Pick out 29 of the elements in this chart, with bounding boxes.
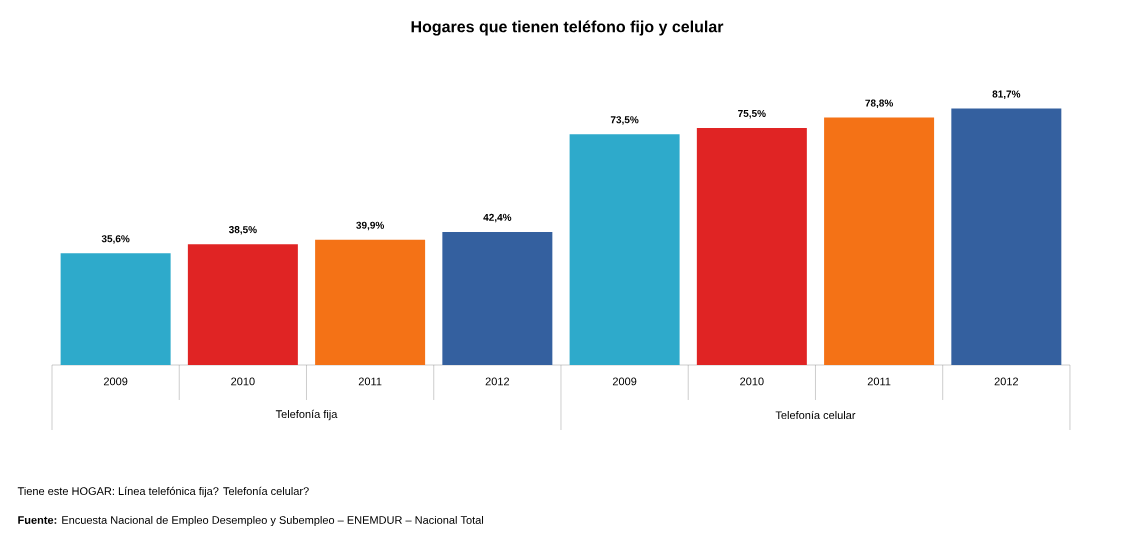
bar (569, 134, 680, 365)
data-label: 42,4% (483, 213, 512, 223)
bar (442, 231, 553, 365)
text: Telefonía celular (775, 410, 856, 420)
text: Tiene este HOGAR: Línea telefónica fija? Telefonía celular? (17, 486, 309, 498)
data-label: 81,7% (992, 90, 1021, 99)
x-tick-label: 2009 (612, 377, 637, 386)
data-label: 75,5% (738, 109, 766, 119)
data-label: 39,9% (356, 221, 385, 231)
text: Fuente: Encuesta Nacional de Empleo Desempleo y Subempleo – ENEMDUR – Nacional Total (18, 515, 484, 527)
x-tick-label: 2011 (358, 377, 382, 386)
x-tick-label: 2010 (231, 377, 255, 386)
x-tick-label: 2012 (994, 377, 1019, 386)
bar (60, 253, 171, 365)
bar (187, 244, 298, 365)
bar (824, 117, 935, 365)
x-tick-label: 2012 (485, 377, 510, 386)
data-label: 73,5% (610, 116, 639, 125)
x-tick-label: 2010 (740, 377, 764, 386)
bar (951, 108, 1062, 365)
chart-title: Hogares que tienen teléfono fijo y celular (411, 20, 724, 36)
bar (696, 127, 807, 365)
data-label: 38,5% (228, 226, 257, 235)
data-label: 78,8% (865, 99, 893, 109)
x-tick-label: 2009 (103, 377, 128, 386)
data-label: 35,6% (101, 235, 130, 244)
text: Telefonía fija (275, 409, 338, 421)
bar (315, 239, 426, 365)
x-tick-label: 2011 (867, 377, 891, 386)
